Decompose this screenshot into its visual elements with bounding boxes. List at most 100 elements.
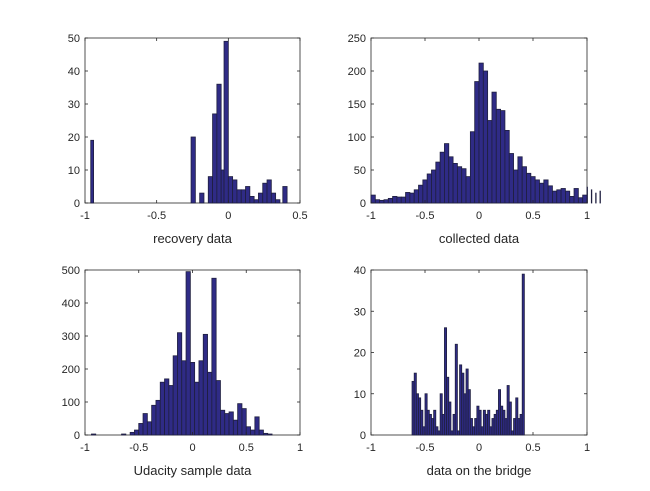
histogram-bar [396, 196, 402, 204]
histogram-bar [547, 185, 553, 204]
histogram-bar [232, 419, 239, 436]
histogram-bar [433, 409, 437, 436]
histogram-bar [521, 166, 527, 204]
histogram-bar [517, 156, 523, 204]
histogram-bar [435, 161, 441, 204]
histogram-bar [90, 139, 94, 204]
histogram-bar [228, 411, 234, 436]
histogram-bar [405, 192, 411, 204]
histogram-bar [224, 413, 230, 436]
histogram-bar [181, 360, 187, 436]
x-axis-label: data on the bridge [427, 463, 532, 478]
histogram-bar [207, 176, 213, 204]
histogram-bar [379, 199, 385, 204]
histogram-bar [515, 397, 519, 436]
histogram-bar [491, 91, 497, 204]
histogram-bar [465, 176, 471, 204]
x-tick-label: 0 [476, 210, 482, 222]
x-tick-label: 0 [189, 442, 195, 454]
chart-recovery: -1 -0.5 0 0.5 0 10 20 30 40 50 recovery data [68, 33, 308, 246]
y-tick-label: 30 [354, 306, 366, 318]
y-tick-label: 500 [62, 265, 80, 277]
histogram-bar [134, 429, 140, 436]
histogram-bars [370, 62, 601, 204]
histogram-bar [198, 360, 204, 436]
histogram-bar [263, 432, 269, 436]
histogram-bar [478, 62, 484, 204]
histogram-bar [590, 189, 593, 204]
chart-collected: -1 -0.5 0 0.5 1 0 50 100 150 200 250 collected data [348, 33, 601, 246]
x-axis-label: collected data [439, 231, 520, 246]
histogram-bar [539, 182, 545, 204]
histogram-bar [530, 176, 536, 204]
histogram-bar [482, 70, 489, 204]
histogram-bar [383, 199, 389, 204]
histogram-bar [400, 196, 406, 204]
histogram-bar [392, 195, 398, 204]
histogram-bar [262, 182, 268, 204]
histogram-bar [487, 409, 491, 436]
y-tick-label: 200 [62, 364, 80, 376]
histogram-bar [241, 408, 247, 436]
histogram-bar [487, 120, 493, 204]
histogram-bar [220, 169, 225, 204]
histogram-bars [90, 40, 288, 204]
histogram-bar [275, 199, 281, 204]
histogram-bar [521, 273, 525, 436]
y-tick-label: 0 [360, 198, 366, 210]
histogram-bar [270, 192, 277, 204]
histogram-bar [452, 162, 458, 204]
histogram-bar [461, 168, 467, 204]
histogram-bar [254, 416, 260, 436]
y-tick-label: 100 [348, 132, 366, 144]
histogram-bar [478, 409, 482, 436]
histogram-bar [266, 179, 272, 204]
histogram-bar [146, 421, 153, 436]
histogram-bar [552, 190, 558, 204]
histogram-bar [508, 401, 512, 436]
histogram-bar [420, 409, 424, 436]
histogram-bar [258, 192, 264, 204]
histogram-bar [177, 332, 183, 436]
histogram-bar [595, 192, 597, 204]
histogram-bar [513, 169, 519, 204]
y-tick-label: 20 [68, 132, 80, 144]
histogram-bar [159, 381, 165, 436]
histogram-bar [508, 153, 514, 204]
histogram-bars [91, 271, 273, 436]
histogram-bar [212, 113, 218, 204]
y-tick-label: 10 [354, 389, 366, 401]
x-tick-label: 0 [225, 210, 231, 222]
y-tick-label: 0 [74, 430, 80, 442]
histogram-bar [495, 108, 501, 204]
histogram-bar [253, 199, 259, 204]
histogram-bar [211, 277, 217, 436]
y-tick-label: 40 [354, 265, 366, 277]
histogram-bar [250, 429, 256, 436]
histogram-bar [413, 189, 419, 204]
histogram-bar [439, 151, 445, 204]
y-tick-label: 300 [62, 331, 80, 343]
histogram-bar [582, 194, 588, 204]
histogram-bar [164, 378, 170, 436]
x-axis-label: Udacity sample data [134, 463, 253, 478]
histogram-bar [227, 176, 234, 204]
histogram-bar [207, 371, 213, 436]
chart-udacity: -1 -0.5 0 0.5 1 0 100 200 300 400 500 Udacity sampl… [62, 265, 303, 478]
histogram-bar [474, 81, 480, 204]
histogram-bar [189, 361, 196, 436]
y-tick-label: 0 [360, 430, 366, 442]
histogram-bar [215, 380, 221, 436]
histogram-bar [220, 409, 226, 436]
histogram-bar [444, 143, 450, 204]
histogram-bar [236, 189, 242, 204]
histogram-bar [569, 195, 575, 204]
histogram-bar [190, 136, 196, 204]
x-tick-label: 0 [476, 442, 482, 454]
histogram-bar [194, 381, 200, 436]
histogram-bar [409, 192, 415, 204]
histogram-bar [240, 189, 246, 204]
histogram-bar [249, 195, 255, 204]
